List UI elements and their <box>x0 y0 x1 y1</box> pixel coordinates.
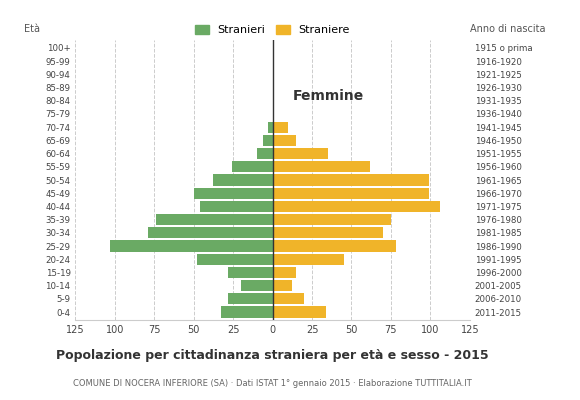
Bar <box>273 201 440 212</box>
Bar <box>273 135 296 146</box>
Bar <box>231 161 273 172</box>
Bar <box>220 306 273 318</box>
Bar <box>273 161 371 172</box>
Bar <box>273 122 288 133</box>
Text: Età: Età <box>24 24 40 34</box>
Bar <box>229 293 273 304</box>
Text: Popolazione per cittadinanza straniera per età e sesso - 2015: Popolazione per cittadinanza straniera p… <box>56 350 489 362</box>
Bar <box>273 214 391 225</box>
Bar <box>273 267 296 278</box>
Bar <box>110 240 273 252</box>
Bar <box>156 214 273 225</box>
Legend: Stranieri, Straniere: Stranieri, Straniere <box>191 20 354 40</box>
Bar <box>273 227 383 238</box>
Bar <box>200 201 273 212</box>
Bar <box>273 240 396 252</box>
Bar <box>273 306 326 318</box>
Bar <box>194 188 273 199</box>
Bar <box>213 174 273 186</box>
Bar <box>257 148 273 159</box>
Bar <box>241 280 273 291</box>
Bar <box>273 280 292 291</box>
Text: Femmine: Femmine <box>292 89 364 103</box>
Bar <box>273 188 429 199</box>
Bar <box>148 227 273 238</box>
Bar <box>229 267 273 278</box>
Bar <box>273 293 304 304</box>
Text: COMUNE DI NOCERA INFERIORE (SA) · Dati ISTAT 1° gennaio 2015 · Elaborazione TUTT: COMUNE DI NOCERA INFERIORE (SA) · Dati I… <box>73 380 472 388</box>
Bar <box>273 254 343 265</box>
Bar <box>273 148 328 159</box>
Bar <box>197 254 273 265</box>
Text: Anno di nascita: Anno di nascita <box>470 24 545 34</box>
Bar <box>273 174 429 186</box>
Bar <box>268 122 273 133</box>
Bar <box>263 135 273 146</box>
